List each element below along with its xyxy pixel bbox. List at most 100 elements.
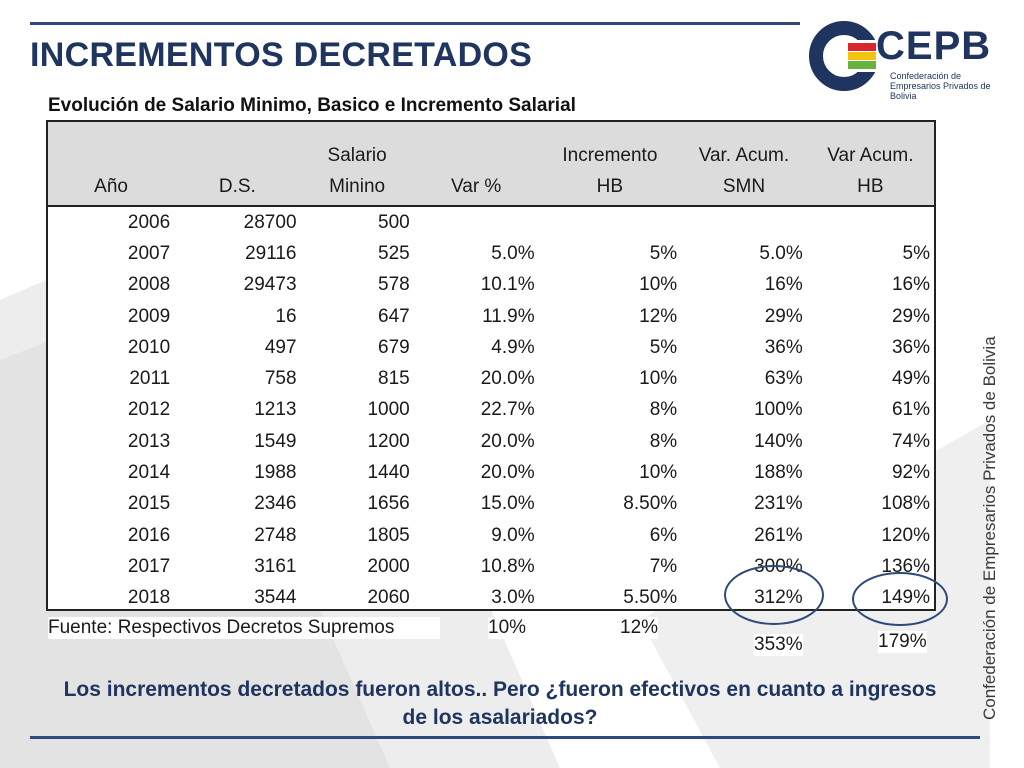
table-body: 2006 28700 500 2007 29116 525 5.0% 5% 5.0% 5% 2008… [48,206,934,614]
table-cell: 10% [639,462,678,484]
table-cell: 61% [891,399,930,421]
table-cell: 1000 [367,399,410,421]
table-cell: 12% [639,305,678,327]
table-cell: 3544 [254,587,297,609]
logo-name: CEPB [876,24,992,68]
cepb-logo-icon [809,21,880,91]
table-cell: 20.0% [480,430,535,452]
table-cell: 29% [891,305,930,327]
table-cell: 2010 [127,336,171,358]
table-cell: 10% [639,274,678,296]
table-row: 2010 497 679 4.9% 5% 36% 36% [48,332,934,363]
header-var: Var % [450,176,502,197]
table-cell: 49% [891,368,930,390]
table-cell: 2346 [254,493,297,515]
table-row: 2011 758 815 20.0% 10% 63% 49% [48,363,934,394]
table-cell: 2006 [127,211,171,233]
table-cell: 2013 [127,430,171,452]
table-cell: 16% [891,274,930,296]
table-cell: 20.0% [480,462,535,484]
table-cell: 2060 [367,587,410,609]
table-cell: 2000 [367,555,410,577]
table-cell: 22.7% [480,399,535,421]
table-cell [539,206,682,238]
table-cell: 5% [902,242,930,264]
table-cell: 16% [764,274,803,296]
header-anio: Año [94,176,128,197]
table-cell: 92% [891,462,930,484]
table-cell [681,206,807,238]
extra-var: 10% [488,617,527,639]
table-row: 2008 29473 578 10.1% 10% 16% 16% [48,270,934,301]
table-cell: 28700 [243,211,297,233]
extra-smn: 353% [754,634,803,656]
table-cell [414,206,539,238]
table-cell: 136% [881,555,930,577]
table-cell: 10% [639,368,678,390]
table-subtitle: Evolución de Salario Minimo, Basico e In… [48,95,576,116]
vertical-organization-name: Confederación de Empresarios Privados de… [980,336,999,720]
table-row: 2012 1213 1000 22.7% 8% 100% 61% [48,395,934,426]
table-cell: 140% [754,430,803,452]
table-cell: 8% [649,430,678,452]
logo-subtitle: Confederación de Empresarios Privados de… [890,71,991,101]
table-row: 2015 2346 1656 15.0% 8.50% 231% 108% [48,489,934,520]
table-cell: 2018 [127,587,171,609]
top-rule [30,22,800,25]
table-cell: 6% [649,524,678,546]
table-cell: 2016 [127,524,171,546]
table-cell: 29473 [243,274,297,296]
table-cell: 1549 [254,430,297,452]
table-header-row: Año D.S. Salario Minino Var % Incremento H… [48,122,934,206]
table-cell: 8.50% [623,493,678,515]
table-row: 2007 29116 525 5.0% 5% 5.0% 5% [48,238,934,269]
table-cell: 2015 [127,493,171,515]
table-cell: 5.0% [491,242,535,264]
table-cell: 100% [754,399,803,421]
table-cell: 74% [891,430,930,452]
table-cell: 231% [754,493,803,515]
closing-question: Los incrementos decretados fueron altos.… [63,678,937,729]
table-cell: 1213 [254,399,297,421]
table-cell: 36% [891,336,930,358]
table-cell: 2009 [127,305,171,327]
table-cell: 3161 [254,555,297,577]
table-row: 2013 1549 1200 20.0% 8% 140% 74% [48,426,934,457]
table-row: 2014 1988 1440 20.0% 10% 188% 92% [48,457,934,488]
header-incremento: Incremento HB [562,145,658,197]
table-cell: 2012 [127,399,171,421]
table-cell: 1440 [367,462,410,484]
extra-incremento: 12% [620,617,659,639]
table-cell: 16 [275,305,297,327]
table-cell: 188% [754,462,803,484]
table-cell: 5% [649,336,678,358]
table-cell: 1805 [367,524,410,546]
table-cell [807,206,934,238]
table-cell: 497 [264,336,297,358]
table-cell: 29116 [245,242,297,264]
table-cell: 20.0% [480,368,535,390]
cepb-logo: CEPB Confederación de Empresarios Privad… [808,20,1008,101]
table-cell: 815 [378,368,410,390]
table-cell: 4.9% [491,336,535,358]
table-cell: 8% [649,399,678,421]
table-cell: 7% [649,555,678,577]
table-cell: 2008 [127,274,171,296]
table-cell: 679 [378,336,410,358]
table-cell: 2017 [127,555,171,577]
table-cell: 2011 [129,368,171,390]
table-row: 2009 16 647 11.9% 12% 29% 29% [48,301,934,332]
table-cell: 29% [764,305,803,327]
table-cell: 36% [764,336,803,358]
header-varacum-smn: Var. Acum. SMN [698,145,790,197]
table-cell: 5.50% [623,587,678,609]
table-cell: 1656 [367,493,410,515]
table-cell: 758 [264,368,297,390]
table-cell: 3.0% [491,587,535,609]
highlight-circle-hb [852,572,948,626]
table-cell: 10.1% [480,274,535,296]
salary-table: Año D.S. Salario Minino Var % Incremento H… [46,120,936,611]
table-cell: 5.0% [759,242,803,264]
source-note: Fuente: Respectivos Decretos Supremos [48,617,440,639]
header-varacum-hb: Var Acum. HB [827,145,914,197]
